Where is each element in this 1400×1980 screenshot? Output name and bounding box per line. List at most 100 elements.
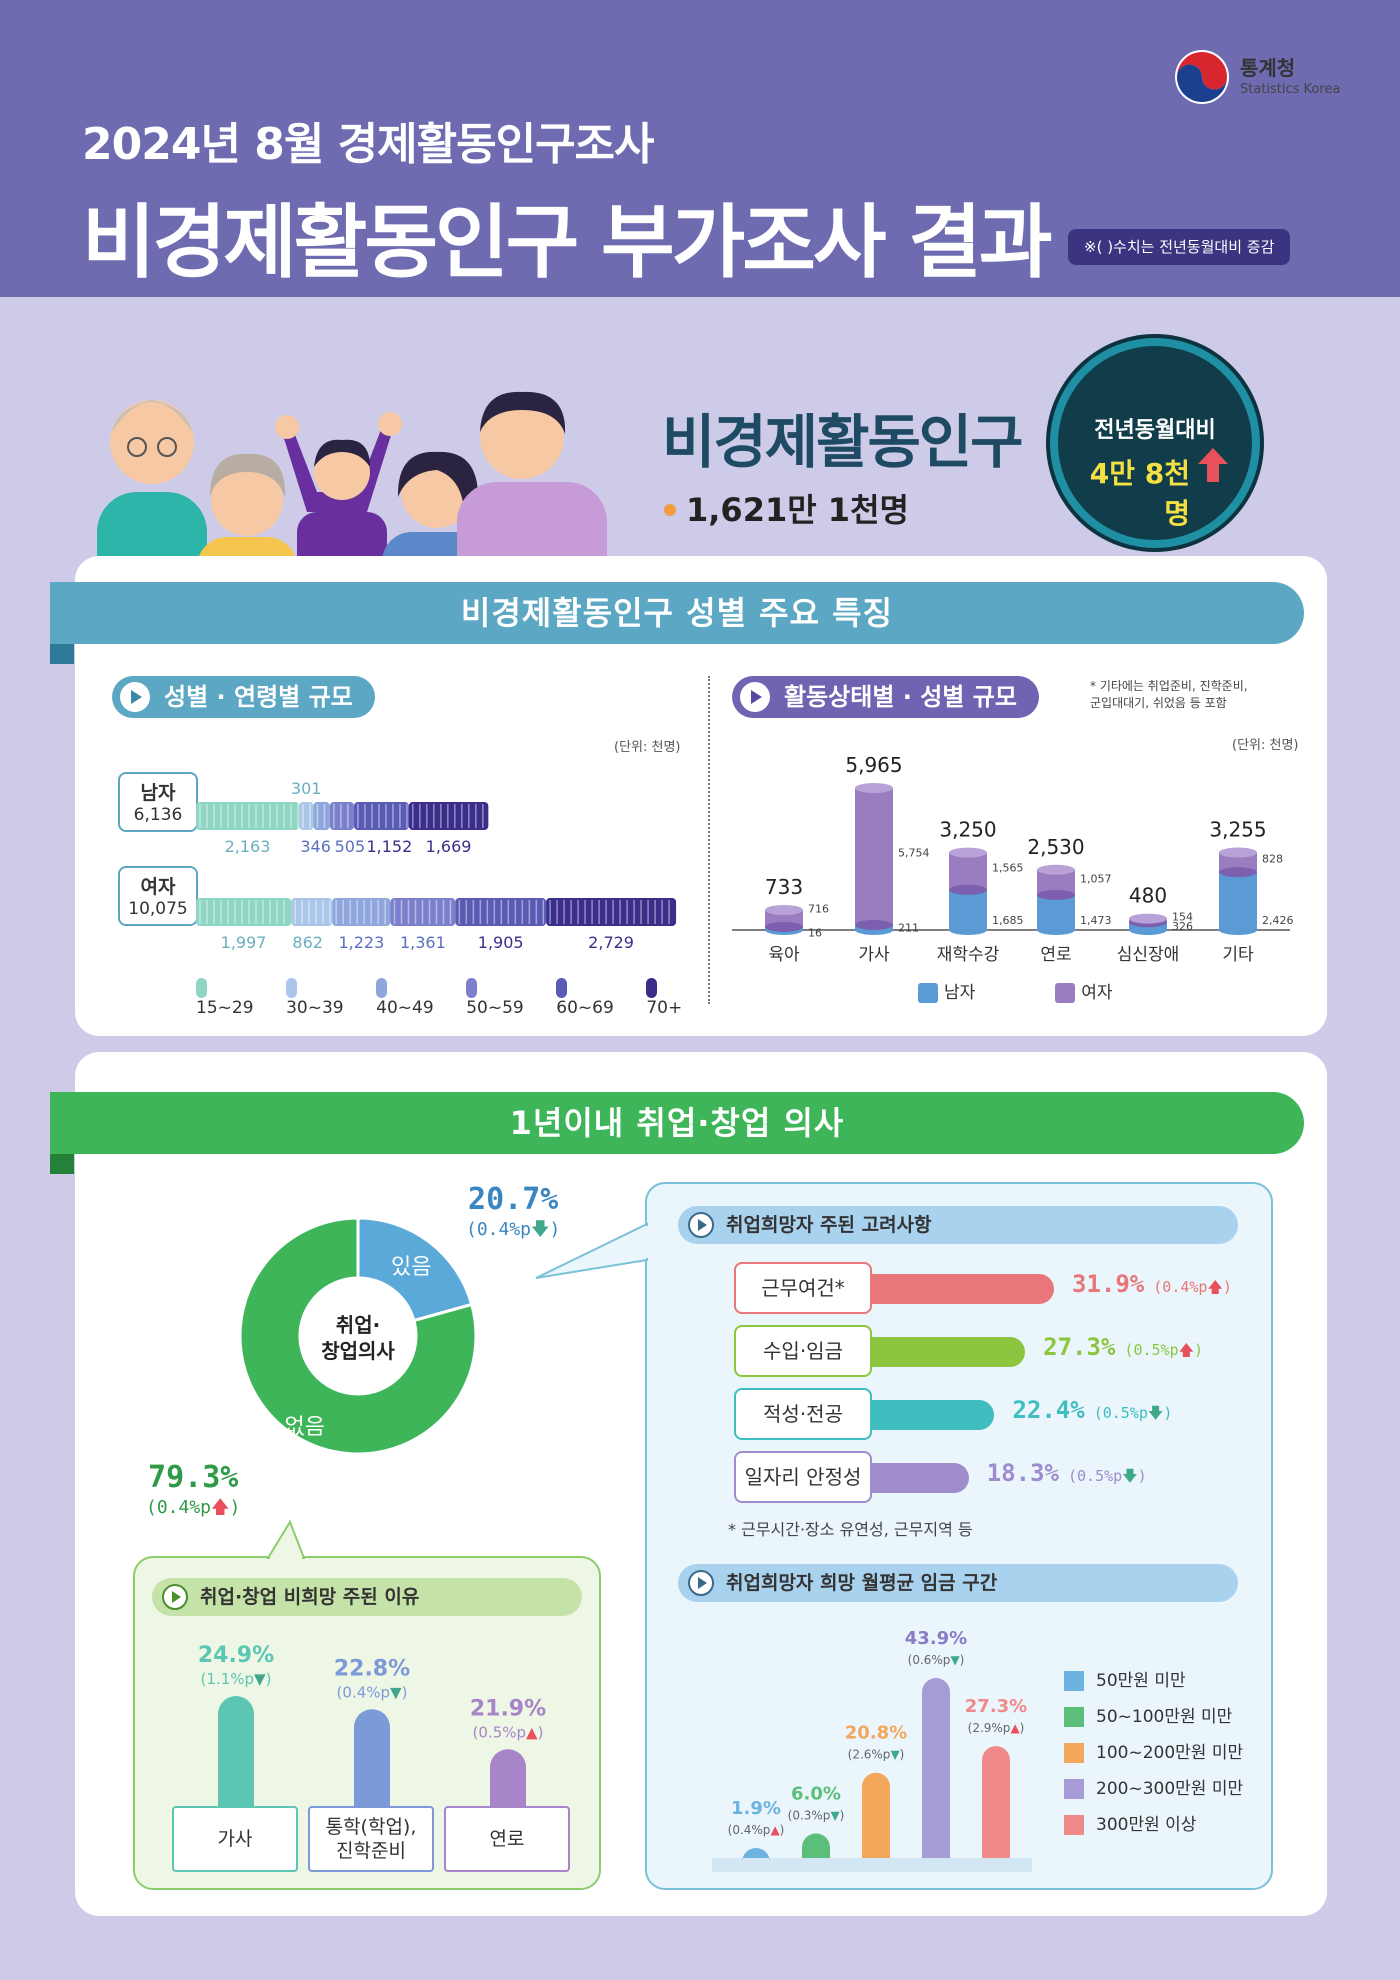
consideration-value: 18.3% (0.5%p🡇) [987,1459,1147,1491]
age-bar-value-label: 1,905 [478,933,524,950]
consideration-change: (0.5%p [1084,1404,1148,1422]
reason-category-box: 가사 [172,1806,298,1872]
activity-bar-female [855,788,893,925]
wage-legend-label: 200~300만원 미만 [1096,1779,1244,1799]
age-bar-segment-fill [455,898,547,926]
activity-bar-base [949,925,987,935]
male-swatch [918,983,938,1003]
activity-bar-joint [1037,889,1075,900]
wage-legend-item: 50~100만원 미만 [1064,1702,1243,1727]
statistics-korea-logo [1175,50,1229,104]
activity-title-text: 활동상태별 · 성별 규모 [784,683,1017,711]
wage-change-label: (0.3%p▼) [788,1808,845,1822]
age-legend-swatch [646,978,658,998]
age-bar-segment-fill [408,802,489,830]
up-arrow-icon: 🡅 [1178,1341,1195,1359]
ribbon-fold [50,644,74,664]
subsection-title-consideration: 취업희망자 주된 고려사항 [678,1206,1238,1244]
age-bar-value-label: 301 [291,779,322,798]
consideration-pct: 22.4% [1012,1396,1085,1424]
activity-category-label: 심신장애 [1117,945,1180,965]
age-bar-segment-fill [299,802,314,830]
age-stacked-bar-chart: 2,163 301 346 505 1,152 1,669 1,997 862 1,223 1,3… [196,779,677,950]
age-bar-segment-fill [196,802,300,830]
age-bar-value-label: 1,361 [400,933,446,950]
section-title-activity: 활동상태별 · 성별 규모 [732,676,1039,718]
age-legend-label: 15~29 [196,998,254,1018]
ribbon-fold [50,1154,74,1174]
activity-female-label: 154 [1172,910,1193,923]
activity-bar-female [1219,852,1257,873]
consideration-pct: 18.3% [986,1459,1059,1487]
wage-bar [922,1678,950,1858]
reason-change-close: ) [402,1683,408,1701]
yoy-change-badge [1050,338,1260,548]
female-total: 10,075 [128,899,188,919]
age-bar-segment [299,802,314,830]
activity-bar-base [1037,925,1075,935]
activity-female-label: 828 [1262,852,1283,865]
activity-category-label: 연로 [1040,945,1071,965]
activity-bar-male [949,889,987,930]
consideration-label: 수입·임금 [734,1325,872,1377]
activity-total-label: 5,965 [845,753,902,777]
up-arrow-icon [1198,448,1228,482]
activity-bar-male [1037,894,1075,930]
activity-bar-1 [855,783,893,935]
reason-categories: 가사 통학(학업), 진학준비 연로 [172,1806,572,1876]
age-legend-item: 15~29 [196,978,266,1018]
consideration-value: 22.4% (0.5%p🡇) [1012,1396,1172,1428]
down-arrow-icon: 🡇 [1122,1467,1138,1485]
activity-bar-top [1219,847,1257,858]
male-label: 남자 [140,782,176,804]
age-bar-segment [332,898,391,926]
age-legend-swatch [376,978,388,998]
wage-legend-swatch [1064,1707,1084,1727]
inactive-pop-label: 비경제활동인구 [662,408,1024,476]
wage-legend-label: 100~200만원 미만 [1096,1743,1244,1763]
wage-change-text: (2.6%p [848,1748,891,1762]
reason-change-close: ) [266,1670,272,1688]
play-icon [688,1570,714,1596]
bullet-dot [664,504,676,516]
consideration-change-close: ) [1163,1404,1173,1422]
activity-bar-male [1219,872,1257,930]
reason-change-label: (0.5%p▲) [473,1723,544,1741]
wage-legend-swatch [1064,1815,1084,1835]
wage-change-label: (0.6%p▼) [908,1653,965,1667]
age-legend-item: 50~59 [466,978,536,1018]
consideration-change: (0.5%p [1058,1467,1123,1485]
age-legend-item: 30~39 [286,978,356,1018]
wage-change-close: ) [780,1823,785,1837]
activity-category-label: 육아 [768,945,800,965]
wage-legend-item: 300만원 이상 [1064,1810,1243,1835]
activity-bar-top [1037,864,1075,875]
age-legend: 15~29 30~39 40~49 50~59 60~69 70+ [196,978,696,1018]
female-total-box: 여자 10,075 [118,866,198,926]
activity-male-label: 326 [1172,920,1193,933]
age-bar-segment [455,898,547,926]
age-title-text: 성별 · 연령별 규모 [164,683,353,711]
wage-change-text: (2.9%p [968,1721,1011,1735]
age-legend-label: 30~39 [286,998,344,1018]
age-bar-value-label: 1,152 [366,837,412,856]
wage-pct-label: 1.9% [731,1798,781,1819]
age-bar-segment [313,802,330,830]
reason-change-label: (0.4%p▼) [337,1683,408,1701]
wage-change-label: (0.4%p▲) [728,1823,785,1837]
wage-legend-label: 300만원 이상 [1096,1815,1197,1835]
consideration-change: (0.4%p [1144,1278,1208,1296]
yes-pct-label: 20.7% (0.4%p🡇) [466,1182,560,1247]
activity-bar-0 [765,904,803,935]
donut-center [302,1280,414,1392]
legend-female-text: 여자 [1081,983,1113,1003]
wage-baseline [712,1858,1032,1872]
subsection-title-wage: 취업희망자 희망 월평균 임금 구간 [678,1564,1238,1602]
yes-change-text: (0.4%p [466,1219,532,1240]
age-legend-item: 40~49 [376,978,446,1018]
activity-bar-base [1129,925,1167,935]
male-total: 6,136 [133,805,183,825]
activity-bar-base [1219,925,1257,935]
age-bar-segment [196,898,292,926]
reason-pct-label: 22.8% [334,1656,410,1681]
